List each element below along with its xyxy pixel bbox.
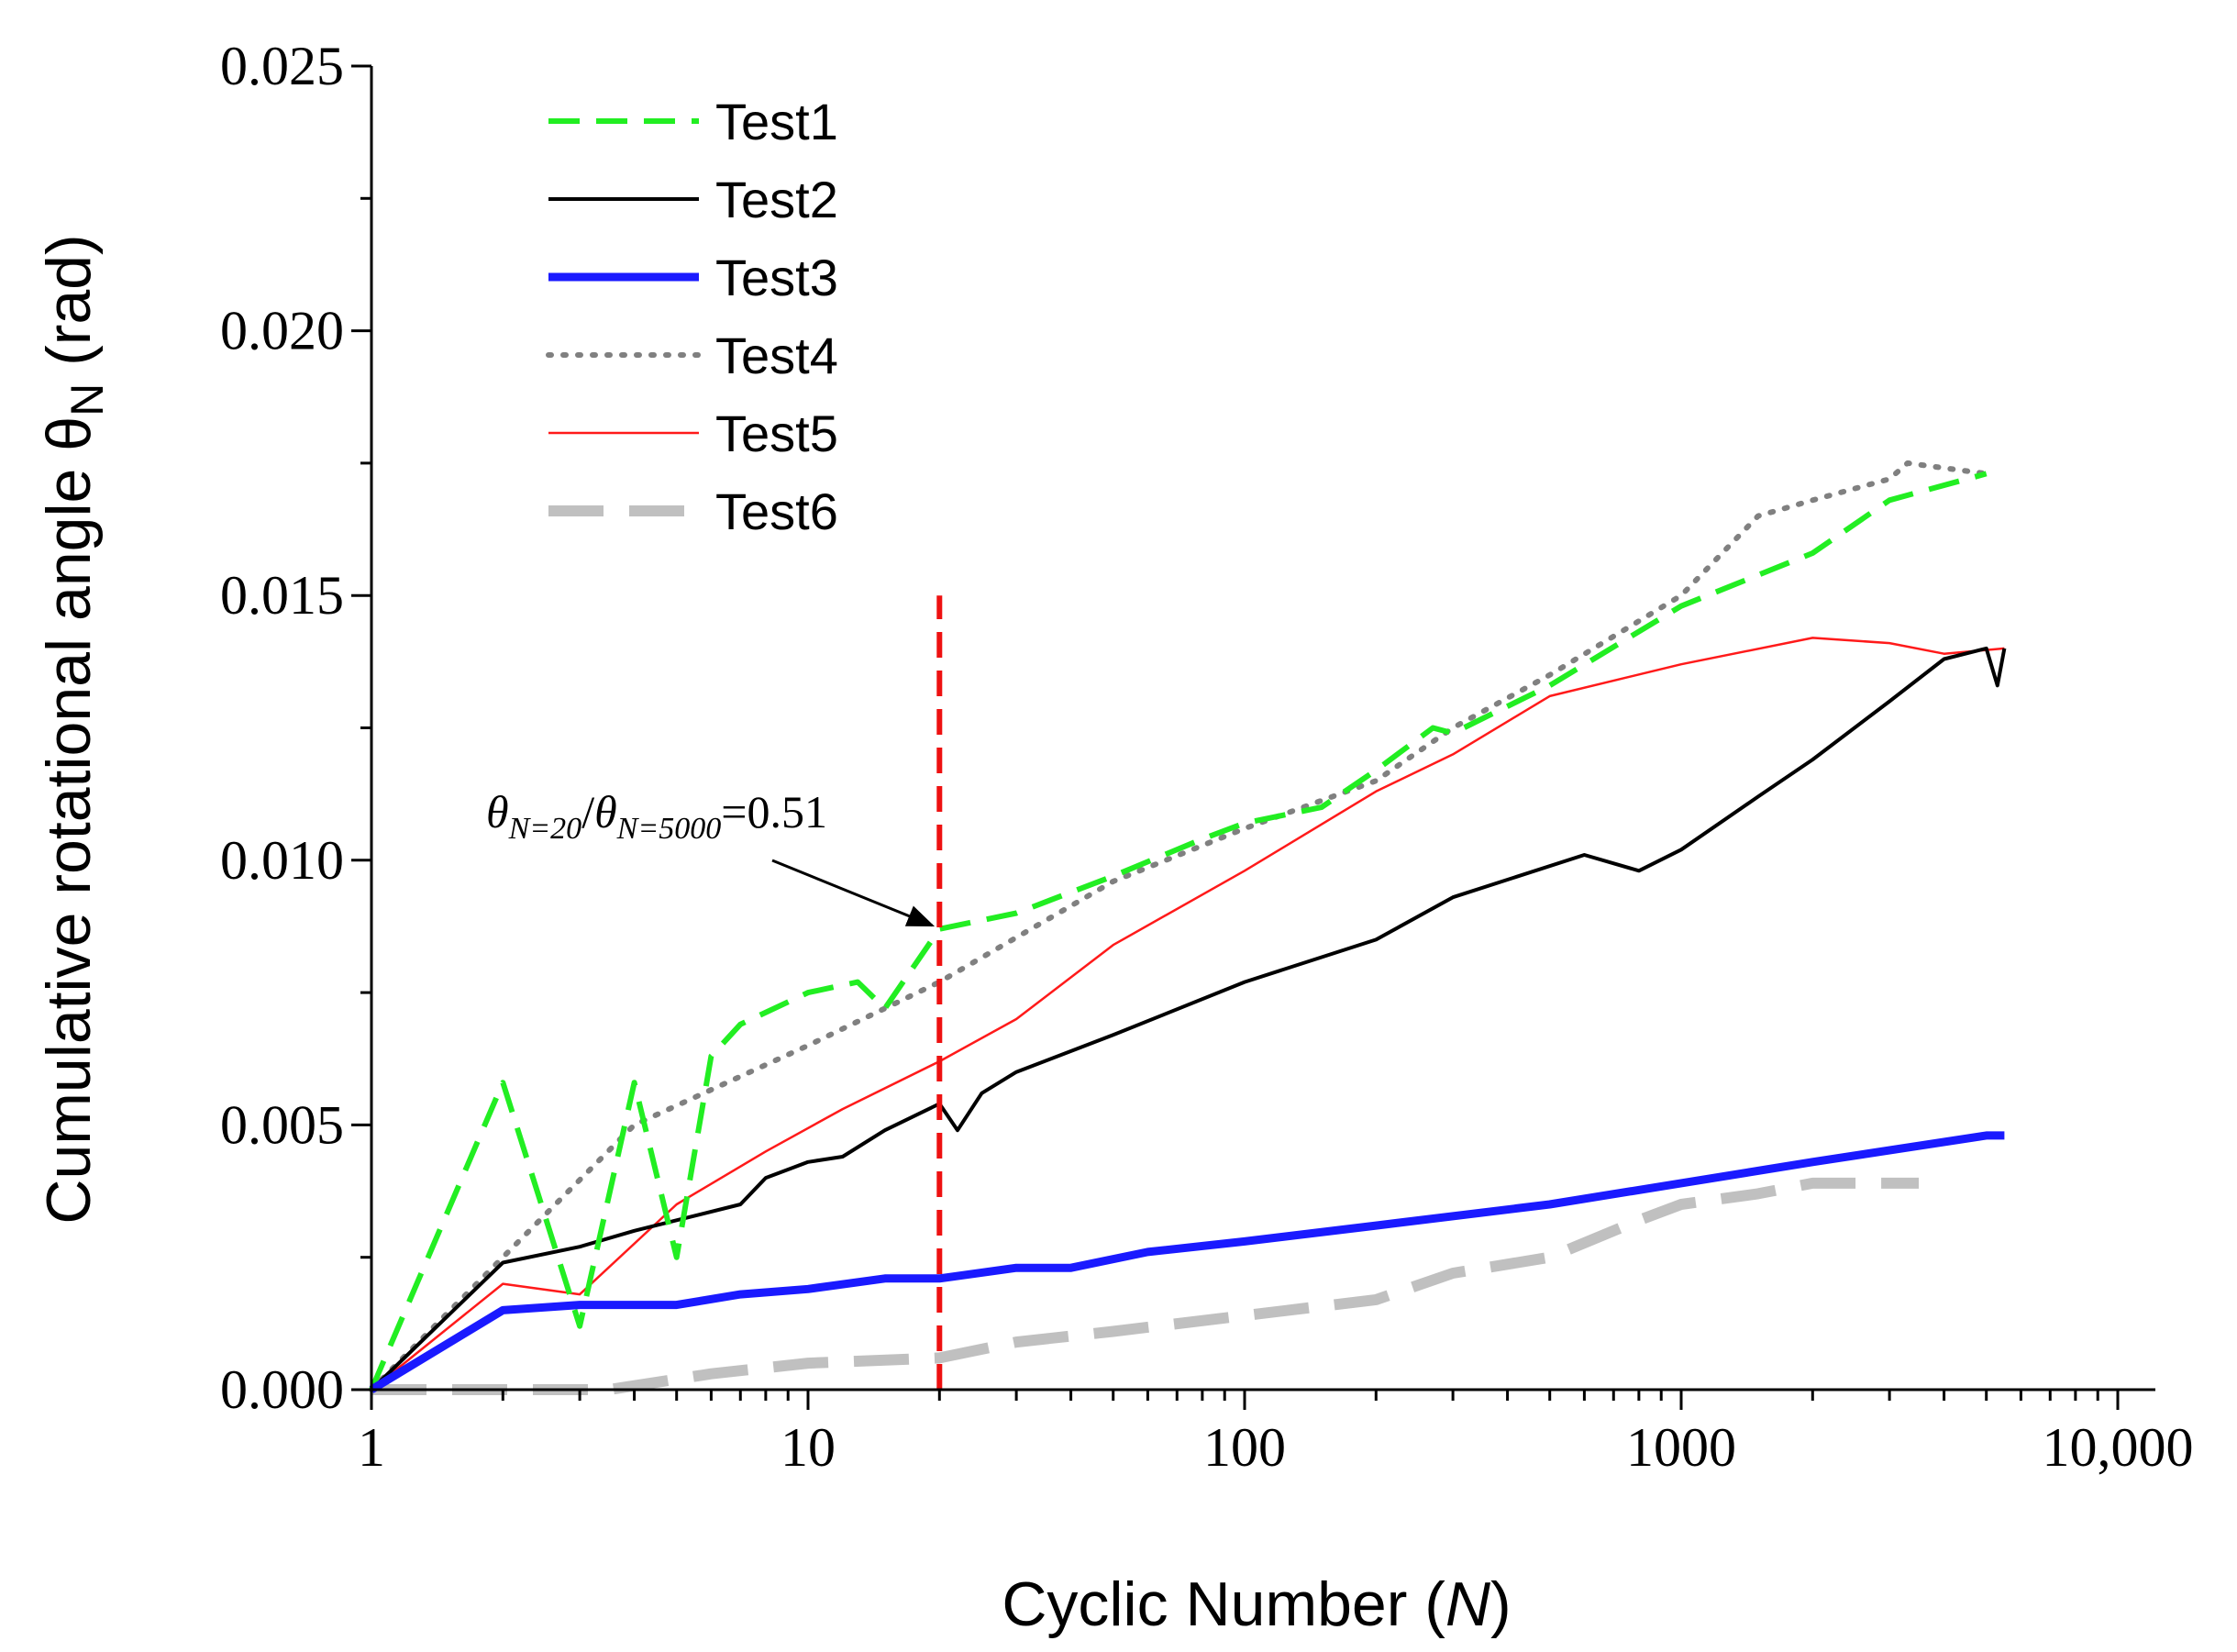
- y-axis-title: Cumulative rotational angle θN (rad): [34, 234, 113, 1224]
- x-tick-label: 10: [781, 1417, 836, 1478]
- legend-label-test1: Test1: [715, 93, 838, 150]
- series-line-test2: [370, 646, 2007, 1391]
- legend-label-test4: Test4: [715, 327, 838, 384]
- axes: [370, 66, 2155, 1391]
- x-tick-label: 1: [358, 1417, 385, 1478]
- ticks-layer: 0.000 0.005 0.010 0.015 0.020 0.025 1 10 100 1000…: [220, 36, 2194, 1478]
- y-tick-label: 0.015: [220, 565, 344, 626]
- series-layer: [369, 460, 2007, 1395]
- y-tick-label: 0.025: [220, 36, 344, 96]
- series-line-test5: [371, 637, 2005, 1391]
- legend-label-test6: Test6: [715, 482, 838, 540]
- x-tick-label: 100: [1203, 1417, 1286, 1478]
- legend: Test1 Test2 Test3 Test4 Test5 Test6: [546, 93, 838, 540]
- y-tick-label: 0.010: [220, 830, 344, 891]
- annotation-arrow: [771, 859, 936, 927]
- series-line-test4: [369, 460, 1989, 1392]
- legend-label-test2: Test2: [715, 171, 838, 228]
- series-line-test6: [371, 1177, 1919, 1395]
- y-tick-label: 0.000: [220, 1359, 344, 1420]
- annotation: θN=20/θN=5000=0.51: [486, 786, 936, 927]
- legend-label-test5: Test5: [715, 405, 838, 462]
- legend-label-test3: Test3: [715, 249, 838, 306]
- series-line-test3: [369, 1131, 2005, 1393]
- annotation-text: θN=20/θN=5000=0.51: [486, 786, 827, 846]
- x-tick-label: 1000: [1626, 1417, 1736, 1478]
- y-tick-label: 0.020: [220, 301, 344, 361]
- x-tick-label: 10,000: [2043, 1417, 2194, 1478]
- x-axis-title: Cyclic Number (N): [1002, 1569, 1511, 1639]
- series-line-test1: [369, 471, 1988, 1391]
- y-tick-label: 0.005: [220, 1094, 344, 1155]
